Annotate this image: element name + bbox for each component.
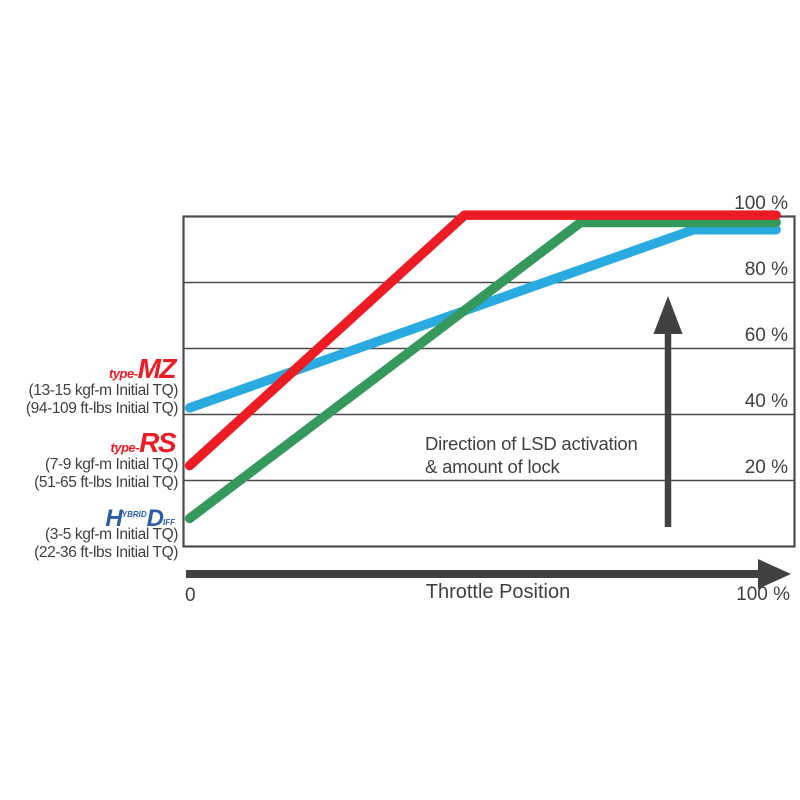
type-rs-logo-main: RS bbox=[139, 427, 176, 458]
hd-initial-torque-imperial: (22-36 ft-lbs Initial TQ) bbox=[34, 544, 178, 561]
type-rs-initial-torque-imperial: (51-65 ft-lbs Initial TQ) bbox=[34, 474, 178, 491]
y-tick-label-100: 100 % bbox=[734, 192, 788, 214]
annotation-line-2: & amount of lock bbox=[425, 456, 560, 477]
type-mz-logo: type-MZ bbox=[0, 353, 178, 384]
legend: type-MZ (13-15 kgf-m Initial TQ) (94-109… bbox=[0, 353, 179, 562]
hd-logo-ybrid-text: YBRID bbox=[121, 510, 147, 519]
hd-logo-letter-d: D bbox=[146, 505, 164, 532]
series-line-type-rs bbox=[184, 210, 781, 471]
y-tick-label-80: 80 % bbox=[744, 258, 788, 280]
legend-item-type-rs: type-RS (7-9 kgf-m Initial TQ) (51-65 ft… bbox=[0, 427, 178, 492]
up-arrow-head-icon bbox=[653, 296, 683, 334]
type-mz-initial-torque-metric: (13-15 kgf-m Initial TQ) bbox=[28, 382, 179, 399]
x-axis-zero-label: 0 bbox=[185, 585, 196, 606]
hd-initial-torque-metric: (3-5 kgf-m Initial TQ) bbox=[44, 526, 178, 543]
legend-item-type-mz: type-MZ (13-15 kgf-m Initial TQ) (94-109… bbox=[0, 353, 179, 418]
type-mz-logo-main: MZ bbox=[137, 353, 177, 384]
type-mz-initial-torque-imperial: (94-109 ft-lbs Initial TQ) bbox=[25, 400, 179, 417]
hybrid-diff-hd-logo: HYBRIDDIFF bbox=[0, 504, 178, 531]
type-mz-logo-prefix: type- bbox=[109, 366, 138, 381]
x-axis-max-label: 100 % bbox=[736, 584, 790, 605]
lsd-activation-annotation: Direction of LSD activation & amount of … bbox=[425, 432, 638, 478]
y-tick-label-40: 40 % bbox=[744, 390, 788, 412]
x-axis-arrow-head-icon bbox=[758, 559, 791, 589]
type-rs-logo: type-RS bbox=[0, 427, 178, 458]
type-rs-logo-prefix: type- bbox=[110, 440, 140, 455]
legend-item-hybrid-diff-hd: HYBRIDDIFF (3-5 kgf-m Initial TQ) (22-36… bbox=[0, 504, 178, 562]
hd-logo-iff-text: IFF bbox=[163, 518, 175, 527]
series-line-hybrid-diff-hd bbox=[184, 217, 781, 524]
series-line-type-mz bbox=[184, 224, 781, 413]
x-axis-title: Throttle Position bbox=[425, 581, 571, 603]
type-rs-initial-torque-metric: (7-9 kgf-m Initial TQ) bbox=[44, 456, 178, 473]
hd-logo-letter-h: H bbox=[105, 505, 122, 532]
y-tick-label-20: 20 % bbox=[744, 456, 788, 478]
annotation-line-1: Direction of LSD activation bbox=[425, 433, 638, 454]
y-tick-label-60: 60 % bbox=[744, 324, 788, 346]
